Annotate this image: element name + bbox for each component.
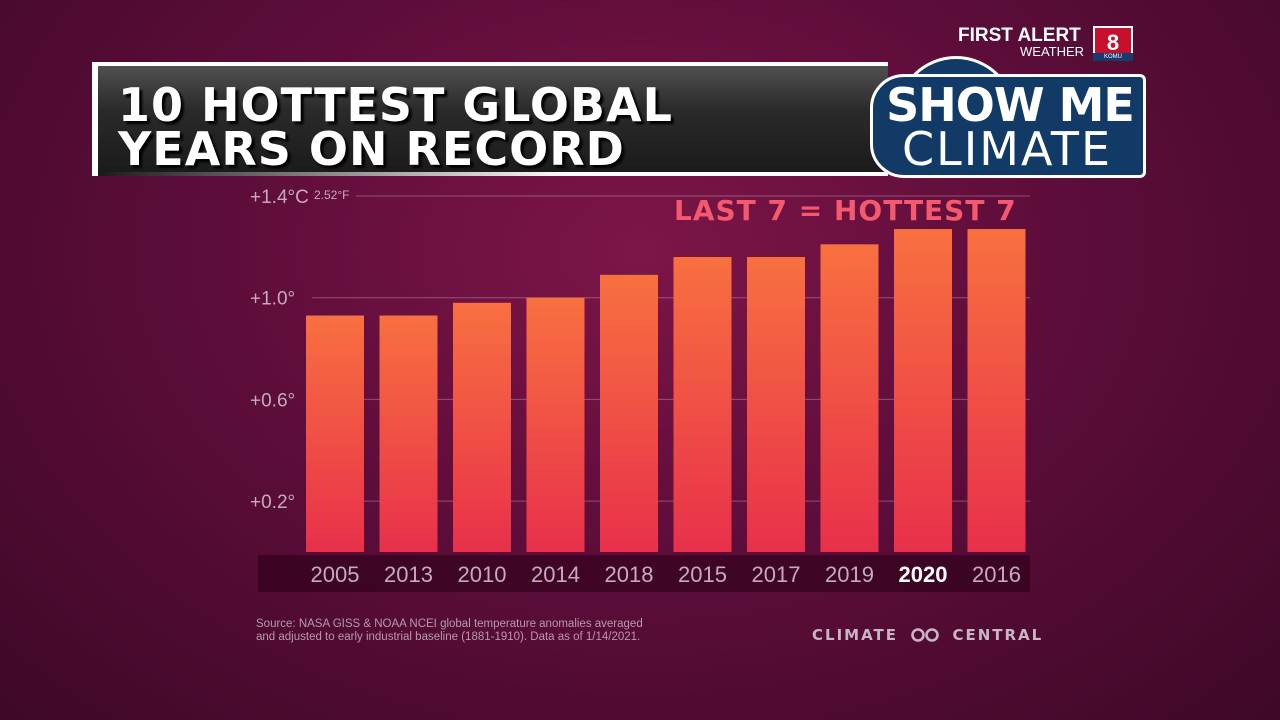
x-tick-label-2016: 2016 <box>972 562 1021 587</box>
climate-central-logo: CLIMATE CENTRAL <box>812 626 1043 644</box>
y-tick-label: +0.2° <box>250 492 295 513</box>
climate-central-text-2: CENTRAL <box>945 626 1044 644</box>
bar-2010 <box>453 302 511 552</box>
x-tick-label-2005: 2005 <box>311 562 360 587</box>
x-tick-label-2020: 2020 <box>899 562 948 587</box>
x-tick-label-2014: 2014 <box>531 562 580 587</box>
chart-callout: LAST 7 = HOTTEST 7 <box>674 194 1017 227</box>
source-note: Source: NASA GISS & NOAA NCEI global tem… <box>256 618 643 643</box>
logo-climate-text: CLIMATE <box>901 122 1113 176</box>
x-tick-label-2017: 2017 <box>752 562 801 587</box>
y-tick-label: +1.0° <box>250 289 295 310</box>
title-banner: 10 HOTTEST GLOBAL YEARS ON RECORD <box>92 62 888 176</box>
x-tick-label-2018: 2018 <box>605 562 654 587</box>
bar-2020 <box>894 229 952 553</box>
title-line-2: YEARS ON RECORD <box>118 122 625 176</box>
x-tick-label-2019: 2019 <box>825 562 874 587</box>
show-me-climate-logo <box>870 74 1146 178</box>
x-axis-label-band <box>258 555 1030 592</box>
first-alert-text: FIRST ALERT <box>958 25 1081 46</box>
bar-2015 <box>673 257 732 552</box>
logo-show-me-text: SHOW ME <box>886 78 1135 132</box>
bar-2017 <box>747 257 805 552</box>
x-tick-label-2015: 2015 <box>678 562 727 587</box>
title-line-1: 10 HOTTEST GLOBAL <box>118 78 673 132</box>
bar-2019 <box>820 244 879 553</box>
bar-2016 <box>967 229 1026 553</box>
y-tick-label: +1.4°C <box>250 187 309 208</box>
bar-2014 <box>526 297 585 552</box>
bar-2005 <box>306 315 364 552</box>
y-tick-label: +0.6° <box>250 390 295 411</box>
x-tick-label-2010: 2010 <box>458 562 507 587</box>
y-tick-fahrenheit-label: 2.52°F <box>314 188 349 202</box>
weather-text: WEATHER <box>1020 44 1085 59</box>
station-call-sign: KOMU <box>1093 53 1133 61</box>
climate-central-text-1: CLIMATE <box>812 626 906 644</box>
climate-central-infinity-icon <box>911 628 940 642</box>
bar-2018 <box>600 274 658 552</box>
x-tick-label-2013: 2013 <box>384 562 433 587</box>
bar-2013 <box>379 315 438 552</box>
